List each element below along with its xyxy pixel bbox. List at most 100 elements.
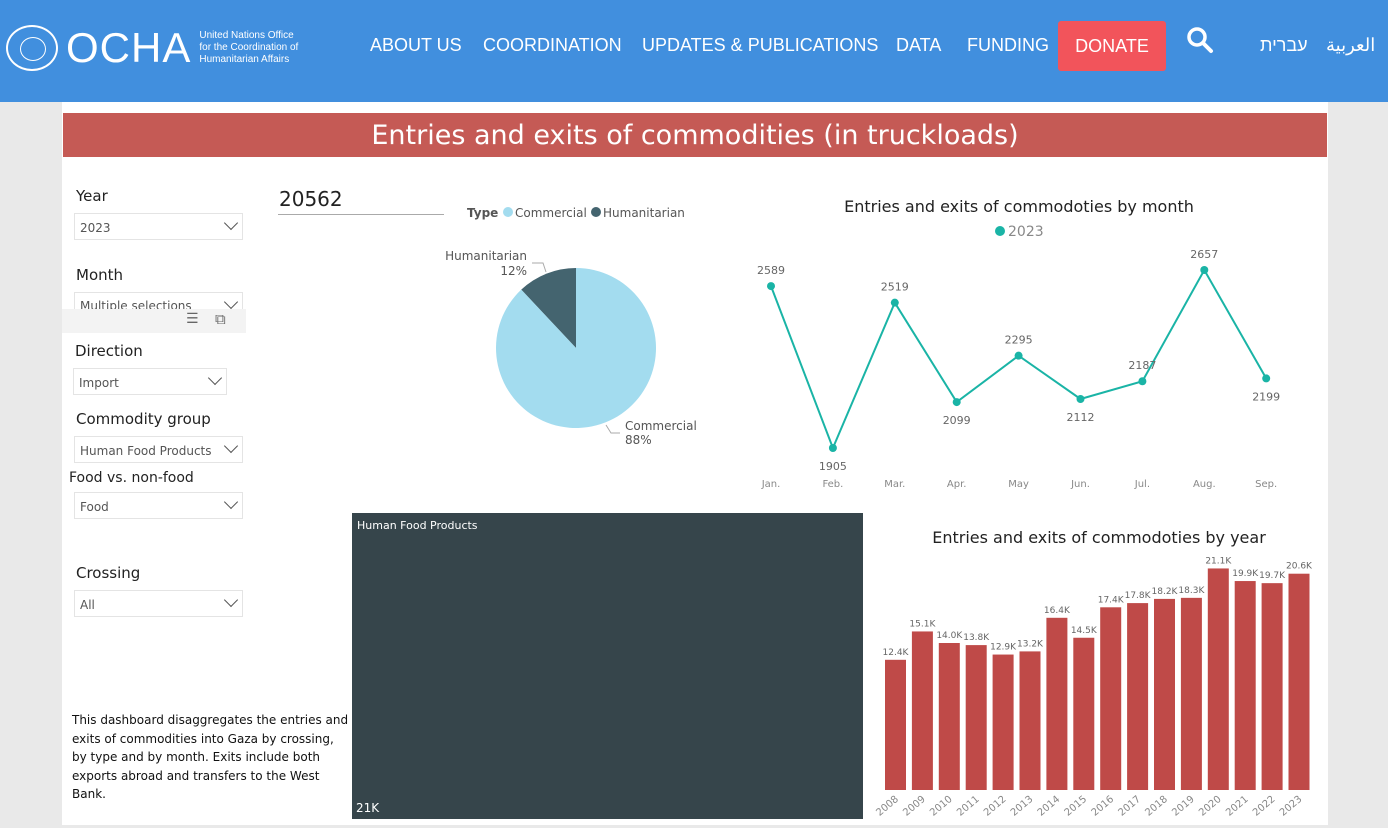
focus-mode-icon[interactable]: ⧉ bbox=[215, 310, 226, 328]
nav-coordination[interactable]: COORDINATION bbox=[483, 35, 622, 55]
bar-data-label: 17.8K bbox=[1125, 591, 1152, 601]
line-point bbox=[952, 398, 961, 407]
bar-data-label: 16.4K bbox=[1044, 606, 1071, 616]
bar-x-tick: 2016 bbox=[1090, 794, 1117, 819]
bar-x-tick: 2011 bbox=[955, 794, 982, 819]
line-data-label: 2589 bbox=[757, 264, 785, 277]
bar-2014 bbox=[1046, 617, 1068, 790]
legend-humanitarian: Humanitarian bbox=[603, 206, 685, 220]
line-point bbox=[767, 282, 775, 291]
bar-2018 bbox=[1154, 598, 1175, 790]
pie-leader-line bbox=[532, 262, 547, 273]
line-legend-icon bbox=[995, 226, 1005, 236]
search-icon[interactable] bbox=[1186, 26, 1214, 54]
filter-value: Human Food Products bbox=[80, 444, 212, 458]
logo-sub-line: Humanitarian Affairs bbox=[199, 54, 290, 65]
line-data-label: 2295 bbox=[1005, 334, 1033, 347]
line-data-label: 2199 bbox=[1252, 390, 1280, 403]
bar-2019 bbox=[1180, 597, 1202, 790]
logo-sub-line: United Nations Office bbox=[199, 30, 294, 41]
bar-2016 bbox=[1100, 607, 1122, 790]
legend-commercial-icon bbox=[503, 207, 513, 217]
pie-slice-commercial bbox=[495, 268, 656, 428]
lang-arabic[interactable]: العربية bbox=[1326, 35, 1376, 55]
line-point bbox=[1138, 377, 1147, 386]
filter-value: Multiple selections bbox=[80, 299, 192, 309]
bar-x-tick: 2014 bbox=[1036, 794, 1063, 819]
visual-header-bar: ☰ ⧉ bbox=[62, 309, 246, 333]
pie-slice-humanitarian bbox=[521, 268, 576, 348]
nav-updates-publications[interactable]: UPDATES & PUBLICATIONS bbox=[642, 35, 879, 55]
bar-x-tick: 2019 bbox=[1170, 794, 1197, 819]
line-chart-title: Entries and exits of commodoties by mont… bbox=[844, 197, 1194, 216]
line-x-tick: Mar. bbox=[884, 479, 905, 490]
bar-data-label: 19.7K bbox=[1259, 571, 1286, 581]
nav-funding[interactable]: FUNDING bbox=[967, 35, 1049, 55]
legend-commercial: Commercial bbox=[515, 206, 587, 220]
filter-year-dropdown[interactable]: 2023 bbox=[74, 213, 243, 240]
filter-crossing-label: Crossing bbox=[76, 564, 141, 582]
bar-x-tick: 2023 bbox=[1278, 794, 1305, 819]
filter-value: Food bbox=[80, 500, 109, 514]
line-data-label: 2099 bbox=[943, 414, 971, 427]
treemap-value: 21K bbox=[356, 801, 380, 815]
site-header: OCHA United Nations Office for the Coord… bbox=[0, 0, 1388, 102]
filter-direction-dropdown[interactable]: Import bbox=[73, 368, 227, 395]
nav-data[interactable]: DATA bbox=[896, 35, 942, 55]
bar-x-tick: 2022 bbox=[1251, 794, 1278, 819]
filter-commodity-dropdown[interactable]: Human Food Products bbox=[74, 436, 243, 463]
treemap-label: Human Food Products bbox=[357, 519, 478, 532]
line-point bbox=[890, 298, 899, 307]
total-card-value: 20562 bbox=[279, 187, 343, 211]
line-point bbox=[828, 443, 837, 452]
bar-data-label: 13.8K bbox=[963, 633, 990, 643]
filter-value: All bbox=[80, 598, 95, 612]
bar-x-tick: 2018 bbox=[1143, 794, 1170, 819]
treemap-human-food-products[interactable]: Human Food Products 21K bbox=[352, 513, 863, 819]
bar-2020 bbox=[1207, 568, 1229, 790]
filter-month-label: Month bbox=[76, 266, 124, 284]
filter-icon[interactable]: ☰ bbox=[186, 311, 199, 327]
donate-button[interactable]: DONATE bbox=[1058, 21, 1166, 71]
line-point bbox=[1076, 395, 1085, 404]
bar-2023 bbox=[1288, 573, 1310, 790]
logo-sub-line: for the Coordination of bbox=[199, 42, 299, 53]
bar-data-label: 12.4K bbox=[883, 648, 910, 658]
bar-2012 bbox=[992, 654, 1014, 790]
bar-x-tick: 2012 bbox=[982, 794, 1009, 819]
lang-hebrew[interactable]: עברית bbox=[1260, 35, 1308, 55]
ocha-logo[interactable]: OCHA United Nations Office for the Coord… bbox=[6, 24, 298, 72]
bar-data-label: 12.9K bbox=[990, 643, 1017, 653]
bar-data-label: 19.9K bbox=[1232, 569, 1259, 579]
filter-value: 2023 bbox=[80, 221, 111, 235]
pie-label-commercial: Commercial bbox=[625, 419, 697, 433]
line-x-tick: Jan. bbox=[761, 479, 781, 490]
bar-data-label: 13.2K bbox=[1017, 639, 1044, 649]
pie-leader-line bbox=[605, 424, 620, 434]
bar-2013 bbox=[1019, 651, 1041, 790]
line-x-tick: Jun. bbox=[1070, 479, 1090, 490]
filter-month-dropdown[interactable]: Multiple selections bbox=[74, 292, 243, 309]
bar-2008 bbox=[885, 659, 906, 790]
bar-2011 bbox=[965, 645, 987, 790]
pie-label-humanitarian: Humanitarian bbox=[445, 249, 527, 263]
bar-2010 bbox=[938, 643, 960, 790]
bar-2022 bbox=[1261, 583, 1283, 790]
bar-x-tick: 2010 bbox=[928, 794, 955, 819]
line-data-label: 2187 bbox=[1128, 359, 1156, 372]
filter-direction-label: Direction bbox=[75, 342, 143, 360]
line-data-label: 2519 bbox=[881, 281, 909, 294]
line-legend-label: 2023 bbox=[1008, 224, 1044, 240]
filter-food-dropdown[interactable]: Food bbox=[74, 492, 243, 519]
filter-crossing-dropdown[interactable]: All bbox=[74, 590, 243, 617]
pie-legend-title: Type bbox=[467, 206, 498, 220]
line-point bbox=[1200, 266, 1209, 274]
filter-commodity-label: Commodity group bbox=[76, 410, 211, 428]
filter-year-label: Year bbox=[76, 187, 108, 205]
nav-about-us[interactable]: ABOUT US bbox=[370, 35, 462, 55]
legend-humanitarian-icon bbox=[591, 207, 601, 217]
pie-pct-humanitarian: 12% bbox=[500, 264, 527, 278]
bar-2009 bbox=[911, 631, 933, 790]
bar-2017 bbox=[1127, 603, 1149, 790]
